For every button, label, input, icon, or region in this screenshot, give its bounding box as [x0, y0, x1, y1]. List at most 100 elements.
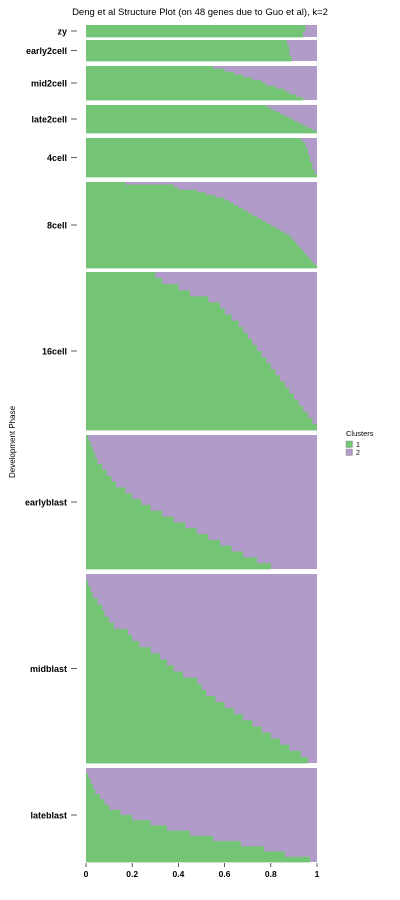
cluster-1-bar	[86, 167, 313, 171]
cluster-1-bar	[86, 475, 112, 483]
cluster-1-bar	[86, 152, 308, 156]
cluster-1-bar	[86, 851, 285, 858]
cluster-1-bar	[86, 381, 285, 388]
cluster-1-bar	[86, 221, 267, 225]
cluster-1-bar	[86, 205, 239, 209]
cluster-1-bar	[86, 659, 167, 666]
cluster-1-bar	[86, 182, 126, 186]
cluster-1-bar	[86, 40, 287, 44]
cluster-1-bar	[86, 440, 91, 448]
cluster-1-bar	[86, 369, 276, 376]
cluster-1-bar	[86, 522, 186, 529]
cluster-1-bar	[86, 677, 197, 685]
cluster-1-bar	[86, 423, 317, 431]
x-tick-label: 0	[84, 869, 89, 879]
group-label: 8cell	[47, 221, 67, 231]
cluster-1-bar	[86, 815, 133, 821]
cluster-1-bar	[86, 534, 209, 541]
cluster-1-bar	[86, 435, 89, 442]
x-axis: 0 0.2 0.4 0.6 0.8 1	[84, 863, 320, 879]
cluster-1-bar	[86, 58, 292, 62]
group-label: late2cell	[31, 115, 67, 125]
cluster-1-bar	[86, 121, 299, 125]
cluster-1-bar	[86, 671, 184, 679]
cluster-1-bar	[86, 387, 290, 394]
cluster-1-bar	[86, 114, 285, 118]
cluster-1-bar	[86, 77, 253, 81]
cluster-1-bar	[86, 825, 167, 832]
cluster-1-bar	[86, 174, 317, 178]
cluster-1-bar	[86, 563, 271, 570]
cluster-1-bar	[86, 788, 96, 795]
cluster-1-bar	[86, 247, 301, 251]
cluster-1-bar	[86, 169, 315, 173]
group-midblast	[86, 574, 317, 764]
group-mid2cell	[86, 66, 317, 101]
cluster-1-bar	[86, 592, 93, 599]
cluster-1-bar	[86, 634, 133, 642]
y-axis-label: Development Phase	[8, 405, 17, 478]
cluster-1-bar	[86, 794, 100, 800]
cluster-1-bar	[86, 80, 262, 84]
group-label: midblast	[30, 664, 67, 674]
cluster-1-bar	[86, 545, 232, 552]
cluster-1-bar	[86, 208, 244, 212]
cluster-1-bar	[86, 665, 174, 672]
cluster-1-bar	[86, 195, 216, 199]
cluster-1-bar	[86, 604, 103, 611]
cluster-1-bar	[86, 846, 264, 852]
cluster-1-bar	[86, 683, 202, 691]
cluster-1-bar	[86, 610, 105, 618]
cluster-1-bar	[86, 150, 308, 154]
x-tick-label: 0.6	[219, 869, 231, 879]
cluster-1-bar	[86, 130, 317, 134]
cluster-1-bar	[86, 126, 308, 129]
cluster-1-bar	[86, 147, 308, 151]
group-label: zy	[57, 27, 67, 37]
cluster-1-bar	[86, 622, 114, 630]
x-tick-label: 0.2	[126, 869, 138, 879]
cluster-1-bar	[86, 241, 297, 245]
cluster-1-bar	[86, 192, 207, 196]
group-earlyblast	[86, 435, 317, 570]
cluster-1-bar	[86, 244, 299, 248]
cluster-1-bar	[86, 628, 128, 636]
cluster-1-bar	[86, 516, 174, 523]
cluster-1-bar	[86, 756, 308, 764]
cluster-1-bar	[86, 332, 248, 340]
cluster-1-bar	[86, 218, 262, 222]
cluster-1-bar	[86, 252, 306, 256]
cluster-1-bar	[86, 164, 313, 168]
cluster-1-bar	[86, 31, 304, 35]
cluster-1-bar	[86, 296, 209, 303]
cluster-1-bar	[86, 778, 91, 785]
cluster-1-bar	[86, 452, 96, 459]
cluster-1-bar	[86, 393, 294, 401]
cluster-1-bar	[86, 53, 290, 57]
cluster-1-bar	[86, 481, 117, 488]
cluster-1-bar	[86, 119, 294, 122]
cluster-1-bar	[86, 689, 207, 697]
cluster-1-bar	[86, 105, 267, 108]
group-labels: zy early2cell mid2cell late2cell 4cell 8cell 1…	[25, 27, 77, 821]
cluster-1-bar	[86, 189, 197, 193]
x-tick-label: 1	[315, 869, 320, 879]
cluster-1-bar	[86, 88, 285, 92]
legend: Clusters 12	[345, 429, 374, 457]
cluster-1-bar	[86, 820, 151, 826]
cluster-1-bar	[86, 236, 292, 240]
cluster-1-bar	[86, 223, 271, 227]
cluster-1-bar	[86, 493, 133, 500]
cluster-1-bar	[86, 187, 179, 191]
cluster-1-bar	[86, 265, 317, 269]
cluster-1-bar	[86, 172, 315, 175]
group-zy	[86, 25, 317, 38]
cluster-1-bar	[86, 94, 297, 98]
cluster-1-bar	[86, 138, 301, 141]
cluster-1-bar	[86, 254, 308, 258]
cluster-1-bar	[86, 580, 89, 587]
cluster-1-bar	[86, 272, 156, 279]
cluster-1-bar	[86, 200, 230, 204]
cluster-1-bar	[86, 738, 281, 746]
group-label: early2cell	[26, 46, 67, 56]
